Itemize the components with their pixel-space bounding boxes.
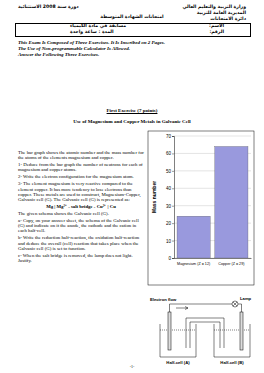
y-axis: 0 10 20 30 40 50 60 70 [166,134,175,261]
lamp-filament [233,302,237,306]
paragraph: The given schema shows the Galvanic cell… [18,211,144,216]
tick-label: 30 [166,204,172,209]
text: دائرة الامتحانات [210,16,246,22]
beaker [214,324,250,357]
wire [170,304,233,312]
grid [174,136,251,258]
paragraph: The bar graph shows the atomic number an… [18,150,144,161]
text: دورة سنة 2008 الاستثنائية [18,4,79,10]
label: Lamp [240,296,252,301]
tick-mark [172,171,174,172]
label: Half-cell (B) [220,360,244,365]
axis-line [175,258,252,259]
text: الرقم: [209,29,224,35]
text: First Exercise (7 points) [0,108,264,114]
tick-label: 40 [166,186,172,191]
chart-frame [148,131,254,285]
tick-mark [172,153,174,154]
beaker [160,324,196,357]
tick-label: 50 [166,169,172,174]
text: امتحانات الشهادة المتوسطة [0,14,264,20]
tick-mark [172,206,174,207]
tick: Magnesium (Z = 12) [177,258,210,266]
paragraph: 1- Deduce from the bar graph the number … [18,162,144,173]
paragraph: b- Write the reduction half-reaction, th… [18,235,144,251]
text: المديرية العامة للتربية [197,10,246,16]
lamp [232,301,238,307]
tick-mark [172,136,174,137]
text: This Exam Is Composed of Three Exercises… [18,40,165,46]
label: Half-cell (A) [166,360,190,365]
tick: 70 [166,134,174,139]
tick-label: 0 [168,256,171,261]
text: The Use of Non-programmable Calculator I… [18,46,130,52]
text: Answer the Following Three Exercises. [18,52,99,58]
paragraph: Mg | Mg²⁺ - salt bridge - Cu²⁺ | Cu [18,204,144,209]
solution-level [214,330,250,331]
tick: 30 [166,204,174,209]
paragraph: 2- Write the electron configuration for … [18,174,144,179]
body-column: The bar graph shows the atomic number an… [18,150,144,265]
label: Electron flow [150,297,177,302]
salt-bridge [186,318,224,348]
tick-mark [172,258,174,259]
paragraph: a- Copy, on your answer sheet, the schem… [18,218,144,234]
tick: 60 [166,151,174,156]
axis-title: Mass number [151,181,157,213]
bars [177,146,248,258]
tick: 20 [166,221,174,226]
arrow [176,307,188,310]
x-axis: Magnesium (Z = 12) Copper (Z = 29) [175,258,252,266]
tick-mark [172,241,174,242]
electrode [240,312,243,350]
tick-label: Copper (Z = 29) [218,262,244,266]
tick: 10 [166,239,174,244]
axis-line [172,137,175,259]
paragraph: 3- The element magnesium is very reactiv… [18,181,144,202]
galvanic-cell-diagram [160,301,250,357]
paragraph: c- When the salt bridge is removed, the … [18,253,144,264]
bar [177,216,210,258]
tick-label: 70 [166,134,172,139]
electrode [168,312,171,350]
graphics: 0 10 20 30 40 50 60 70 Magnesium (Z = 12) Copper … [0,0,264,373]
grid-line [174,136,251,137]
tick: 50 [166,169,174,174]
tick: 40 [166,186,174,191]
tick: 0 [168,256,174,261]
text: وزارة التربية والتعليم العالي [182,4,246,10]
tick-label: 20 [166,221,172,226]
tick: Copper (Z = 29) [218,258,244,266]
tick-label: Magnesium (Z = 12) [177,262,210,266]
solution-level [160,330,196,331]
bar [215,146,248,258]
tick-mark [172,223,174,224]
tick-label: 10 [166,239,172,244]
tick-mark [172,188,174,189]
tick-label: 60 [166,151,172,156]
text: مسابقة في مادة الكيمياء [70,23,126,29]
text: Use of Magnesium and Copper Metals in Ga… [0,119,264,125]
text: الاسم: [209,23,224,29]
text: المدة : ساعة واحدة [70,29,114,35]
wire [238,304,242,312]
